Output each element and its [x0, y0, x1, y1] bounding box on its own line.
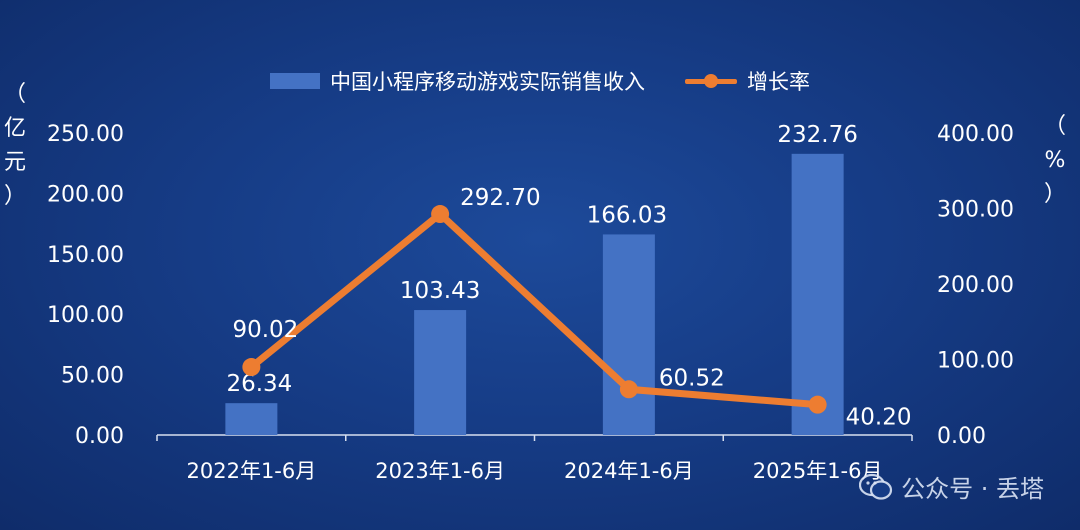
line-point-growth — [808, 395, 827, 414]
line-data-label: 40.20 — [846, 405, 912, 431]
left-axis-unit: （ 亿 元 ） — [0, 78, 30, 214]
legend-label-revenue: 中国小程序移动游戏实际销售收入 — [330, 70, 645, 94]
legend-item-revenue[interactable]: 中国小程序移动游戏实际销售收入 — [270, 66, 645, 96]
left-axis-tick-label: 100.00 — [47, 303, 124, 328]
x-axis-category-label: 2023年1-6月 — [375, 459, 505, 483]
left-axis-tick-label: 50.00 — [61, 364, 124, 389]
wechat-icon — [859, 473, 893, 500]
x-axis-category-label: 2022年1-6月 — [187, 459, 317, 483]
bar-data-label: 232.76 — [777, 122, 857, 148]
left-axis-tick-label: 0.00 — [75, 424, 124, 449]
left-axis-tick-label: 150.00 — [47, 243, 124, 268]
bar-revenue — [225, 403, 278, 435]
right-axis-unit: （ % ） — [1040, 110, 1070, 212]
right-unit-char: （ — [1043, 114, 1066, 139]
legend-item-growth[interactable]: 增长率 — [685, 66, 810, 96]
left-unit-char: 元 — [3, 150, 26, 175]
line-data-label: 60.52 — [659, 365, 725, 391]
legend: 中国小程序移动游戏实际销售收入 增长率 — [0, 66, 1080, 96]
line-growth-rate — [247, 210, 822, 409]
line-point-growth — [619, 380, 638, 399]
bar-data-label: 166.03 — [587, 202, 667, 228]
right-axis-tick-label: 400.00 — [937, 122, 1014, 147]
bar-revenue — [791, 153, 844, 435]
left-unit-char: ） — [3, 184, 26, 209]
right-axis-tick-label: 300.00 — [937, 198, 1014, 223]
left-axis-tick-label: 250.00 — [47, 122, 124, 147]
bar-revenue — [602, 234, 655, 435]
line-data-label: 292.70 — [460, 185, 540, 211]
x-axis-category-label: 2024年1-6月 — [564, 459, 694, 483]
legend-swatch-bar — [270, 73, 320, 89]
right-axis-tick-label: 100.00 — [937, 349, 1014, 374]
bar-revenue — [414, 310, 467, 435]
right-unit-char: % — [1044, 148, 1066, 173]
watermark-text: 公众号 · 丢塔 — [901, 475, 1044, 503]
legend-label-growth: 增长率 — [747, 70, 810, 94]
line-point-growth — [431, 205, 450, 224]
right-axis-tick-label: 200.00 — [937, 273, 1014, 298]
bar-data-label: 26.34 — [226, 371, 292, 397]
right-axis-tick-label: 0.00 — [937, 424, 986, 449]
left-axis-tick-label: 200.00 — [47, 182, 124, 207]
left-unit-char: 亿 — [3, 116, 26, 141]
line-point-growth — [242, 358, 261, 377]
left-unit-char: （ — [3, 82, 26, 107]
legend-swatch-line — [685, 73, 737, 89]
bar-data-label: 103.43 — [400, 278, 480, 304]
line-data-label: 90.02 — [232, 317, 298, 343]
watermark: 公众号 · 丢塔 — [859, 469, 1044, 504]
right-unit-char: ） — [1043, 182, 1066, 207]
